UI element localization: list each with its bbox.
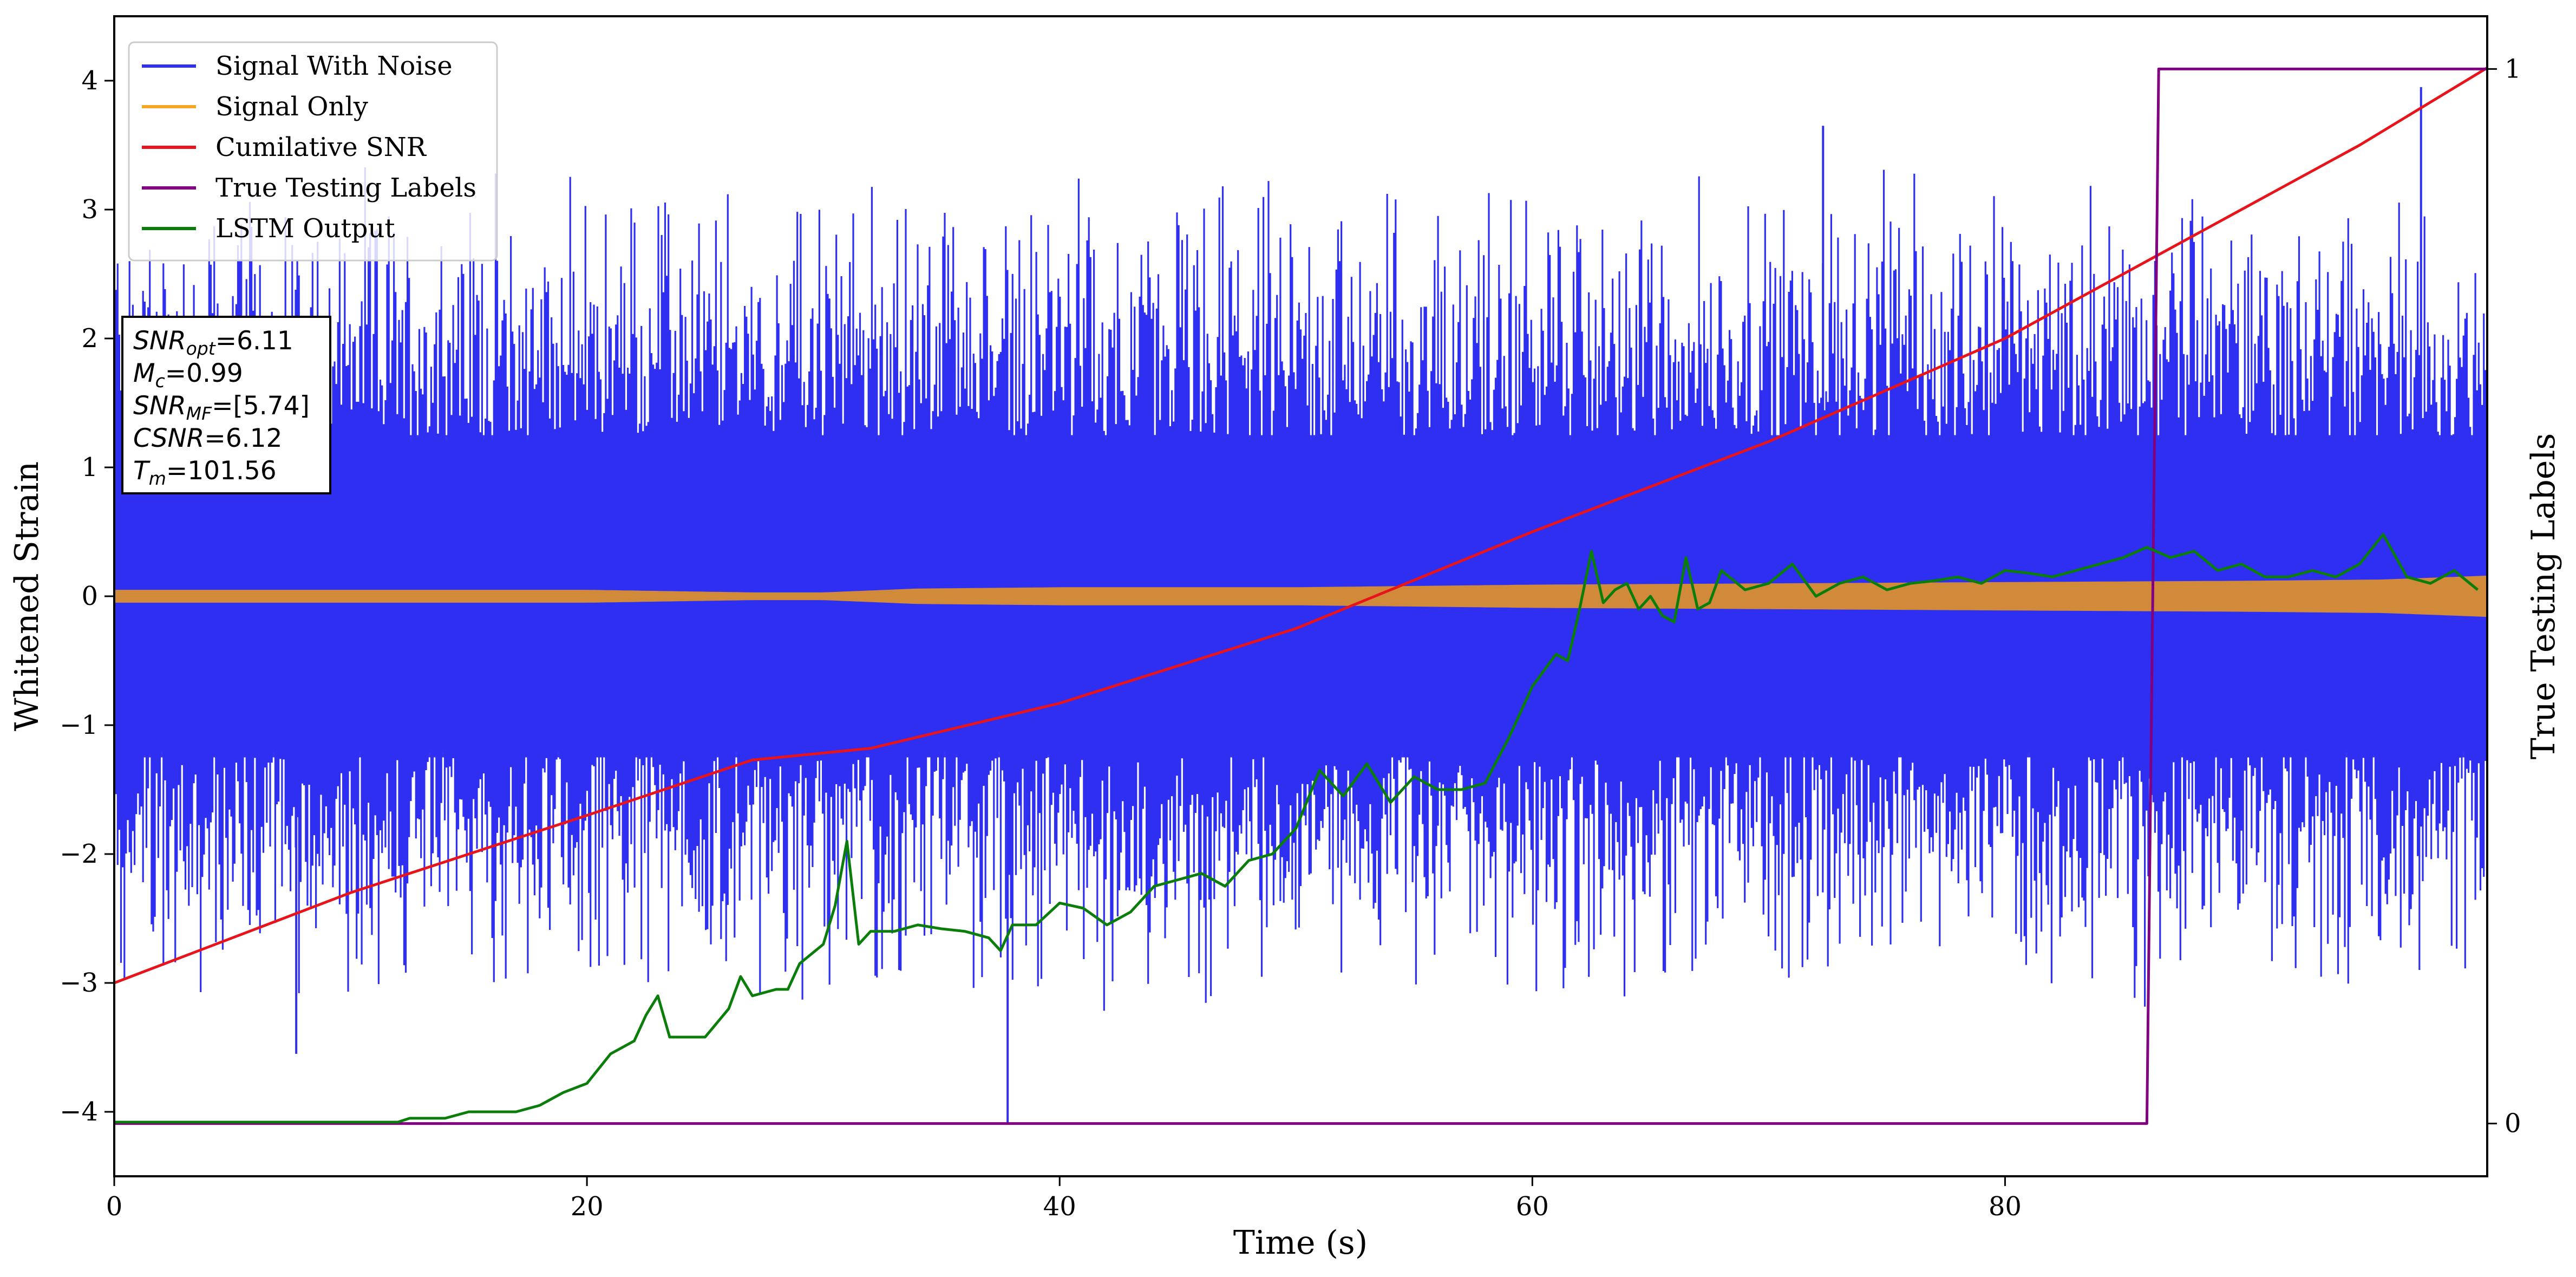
y-tick-label: 3 [81,194,98,225]
y-tick-label: 2 [81,323,98,354]
cumulative-snr-series [114,67,2487,985]
info-symbol: CSNR [133,424,204,453]
x-tick-label: 20 [571,1191,604,1222]
info-line: Tm=101.56 [133,456,277,489]
info-subscript: opt [186,338,216,359]
y-tick-label: −2 [60,839,98,869]
y2-tick-label: 1 [2505,54,2521,84]
y-tick-label: 0 [81,581,98,611]
x-tick-label: 0 [106,1191,123,1222]
info-line: CSNR=6.12 [133,424,282,453]
x-axis-title: Time (s) [1233,1224,1368,1262]
y-tick-label: −1 [60,710,98,740]
legend-label: True Testing Labels [215,173,476,203]
info-symbol: T [133,456,151,486]
info-value: =0.99 [165,359,243,388]
legend-label: Signal Only [215,92,368,122]
legend-label: Signal With Noise [215,51,453,81]
info-symbol: M [133,359,155,388]
y-tick-label: 4 [81,66,98,96]
info-box: SNRopt=6.11Mc=0.99SNRMF=[5.74]CSNR=6.12T… [121,316,331,494]
info-line: SNRopt=6.11 [133,326,293,359]
legend: Signal With Noise Signal Only Cumilative S… [128,41,498,262]
y-axis-title: Whitened Strain [8,461,46,731]
info-value: =6.12 [204,424,282,453]
info-subscript: c [155,370,165,392]
y2-tick-label: 0 [2505,1109,2521,1139]
y-tick-label: −4 [60,1097,98,1127]
y-tick-label: 1 [81,452,98,483]
info-value: =6.11 [215,326,293,356]
info-box-frame [121,316,331,494]
info-symbol: SNR [133,326,186,356]
signal-only-series [114,575,2487,617]
y-tick-label: −3 [60,968,98,998]
y2-axis-title: True Testing Labels [2525,433,2562,760]
legend-label: Cumilative SNR [215,132,427,162]
true-testing-labels-series [114,67,2487,1125]
info-subscript: m [149,468,166,489]
x-tick-label: 40 [1043,1191,1076,1222]
lstm-output-series [114,533,2479,1124]
info-line: SNRMF=[5.74] [133,391,310,424]
x-tick-label: 60 [1516,1191,1549,1222]
x-tick-label: 80 [1989,1191,2022,1222]
info-line: Mc=0.99 [133,359,243,392]
legend-frame [128,41,498,262]
info-subscript: MF [186,403,212,424]
legend-label: LSTM Output [215,213,395,244]
info-value: =[5.74] [212,391,310,421]
info-value: =101.56 [166,456,277,486]
info-symbol: SNR [133,391,186,421]
